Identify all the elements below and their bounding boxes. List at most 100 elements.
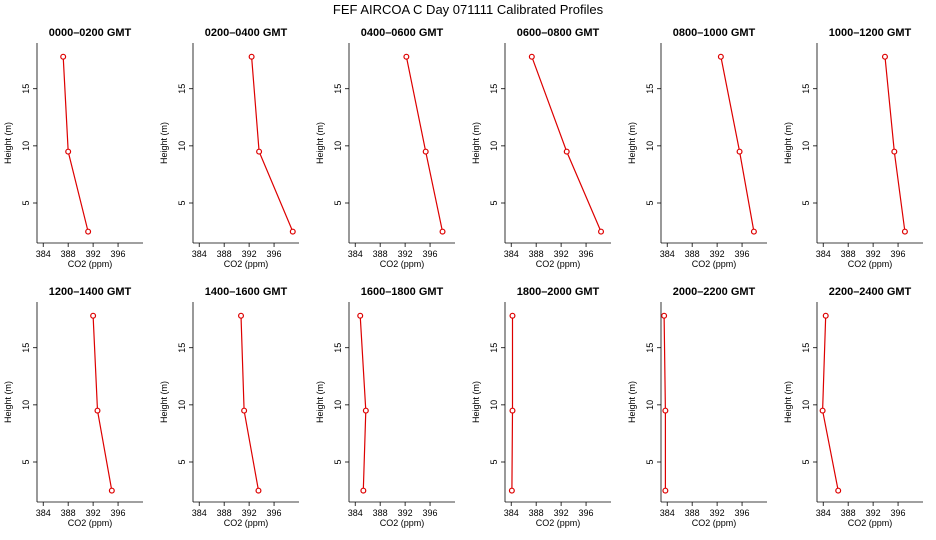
x-tick-label: 396 xyxy=(579,249,594,259)
y-tick-label: 5 xyxy=(177,459,187,464)
data-point xyxy=(357,312,364,319)
panel-title: 2200–2400 GMT xyxy=(829,286,912,298)
panel-title: 2000–2200 GMT xyxy=(673,286,756,298)
x-tick-label: 396 xyxy=(111,508,126,518)
y-tick-label: 5 xyxy=(645,459,655,464)
y-tick-label: 10 xyxy=(333,141,343,151)
data-point xyxy=(822,312,829,319)
data-point xyxy=(661,312,668,319)
y-tick-label: 15 xyxy=(21,343,31,353)
y-tick-label: 10 xyxy=(801,141,811,151)
x-tick-label: 392 xyxy=(86,249,101,259)
panel-10: 1800–2000 GMT 384 388 392 396 5 10 15 CO2 (ppm) H… xyxy=(471,286,611,528)
panel-title: 0400–0600 GMT xyxy=(361,27,444,39)
x-tick-label: 388 xyxy=(217,508,232,518)
x-axis-label: CO2 (ppm) xyxy=(848,259,893,269)
x-tick-label: 384 xyxy=(660,508,675,518)
y-tick-label: 5 xyxy=(489,200,499,205)
x-axis-label: CO2 (ppm) xyxy=(380,259,425,269)
y-tick-label: 5 xyxy=(645,200,655,205)
x-tick-label: 392 xyxy=(398,249,413,259)
x-tick-label: 388 xyxy=(217,249,232,259)
y-axis-label: Height (m) xyxy=(471,122,481,164)
y-tick-label: 10 xyxy=(21,141,31,151)
x-tick-label: 396 xyxy=(111,249,126,259)
data-point xyxy=(901,228,908,235)
profile-line xyxy=(405,56,444,232)
x-axis-label: CO2 (ppm) xyxy=(224,518,269,528)
x-tick-label: 396 xyxy=(423,508,438,518)
x-tick-label: 392 xyxy=(866,508,881,518)
x-tick-label: 384 xyxy=(192,249,207,259)
profile-line xyxy=(511,315,514,491)
data-point xyxy=(891,148,898,155)
x-tick-label: 384 xyxy=(192,508,207,518)
y-tick-label: 5 xyxy=(21,200,31,205)
panel-6: 1000–1200 GMT 384 388 392 396 5 10 15 CO2 (ppm) H… xyxy=(783,27,923,269)
x-tick-label: 392 xyxy=(710,508,725,518)
y-tick-label: 15 xyxy=(333,84,343,94)
panel-title: 0000–0200 GMT xyxy=(49,27,132,39)
data-point xyxy=(85,228,92,235)
y-tick-label: 10 xyxy=(489,400,499,410)
data-point xyxy=(65,148,72,155)
x-axis-label: CO2 (ppm) xyxy=(536,518,581,528)
panel-title: 0600–0800 GMT xyxy=(517,27,600,39)
data-point xyxy=(289,228,296,235)
y-tick-label: 5 xyxy=(333,459,343,464)
y-tick-label: 15 xyxy=(489,84,499,94)
x-tick-label: 396 xyxy=(735,249,750,259)
y-axis-label: Height (m) xyxy=(471,381,481,423)
x-tick-label: 392 xyxy=(398,508,413,518)
x-tick-label: 388 xyxy=(529,249,544,259)
panel-5: 0800–1000 GMT 384 388 392 396 5 10 15 CO2 (ppm) H… xyxy=(627,27,767,269)
panel-title: 0200–0400 GMT xyxy=(205,27,288,39)
x-tick-label: 388 xyxy=(841,249,856,259)
panel-2: 0200–0400 GMT 384 388 392 396 5 10 15 CO2 (ppm) H… xyxy=(159,27,299,269)
y-axis-label: Height (m) xyxy=(627,381,637,423)
data-point xyxy=(108,487,115,494)
x-tick-label: 384 xyxy=(348,249,363,259)
data-point xyxy=(256,148,263,155)
x-tick-label: 388 xyxy=(529,508,544,518)
x-tick-label: 384 xyxy=(504,508,519,518)
data-point xyxy=(90,312,97,319)
data-point xyxy=(508,487,515,494)
profile-line xyxy=(240,315,260,491)
panel-8: 1400–1600 GMT 384 388 392 396 5 10 15 CO2 (ppm) H… xyxy=(159,286,299,528)
data-point xyxy=(509,407,516,414)
x-tick-label: 392 xyxy=(242,508,257,518)
x-axis-label: CO2 (ppm) xyxy=(68,518,113,528)
y-tick-label: 5 xyxy=(21,459,31,464)
data-point xyxy=(662,487,669,494)
data-point xyxy=(509,312,516,319)
data-point xyxy=(248,53,255,60)
x-tick-label: 396 xyxy=(423,249,438,259)
x-tick-label: 396 xyxy=(891,508,906,518)
x-tick-label: 388 xyxy=(61,249,76,259)
data-point xyxy=(255,487,262,494)
x-tick-label: 384 xyxy=(36,508,51,518)
x-tick-label: 384 xyxy=(504,249,519,259)
x-tick-label: 396 xyxy=(267,508,282,518)
y-tick-label: 15 xyxy=(645,343,655,353)
x-tick-label: 388 xyxy=(841,508,856,518)
y-tick-label: 5 xyxy=(177,200,187,205)
y-axis-label: Height (m) xyxy=(783,122,793,164)
panel-title: 1000–1200 GMT xyxy=(829,27,912,39)
y-tick-label: 15 xyxy=(177,84,187,94)
profile-line xyxy=(720,56,755,232)
y-axis-label: Height (m) xyxy=(159,381,169,423)
x-axis-label: CO2 (ppm) xyxy=(68,259,113,269)
x-tick-label: 384 xyxy=(816,249,831,259)
y-axis-label: Height (m) xyxy=(315,381,325,423)
x-tick-label: 384 xyxy=(348,508,363,518)
x-axis-label: CO2 (ppm) xyxy=(536,259,581,269)
y-axis-label: Height (m) xyxy=(315,122,325,164)
x-tick-label: 396 xyxy=(579,508,594,518)
x-tick-label: 388 xyxy=(685,249,700,259)
x-tick-label: 392 xyxy=(554,508,569,518)
x-tick-label: 384 xyxy=(36,249,51,259)
figure-title: FEF AIRCOA C Day 071111 Calibrated Profi… xyxy=(333,2,604,17)
profile-line xyxy=(92,315,113,491)
